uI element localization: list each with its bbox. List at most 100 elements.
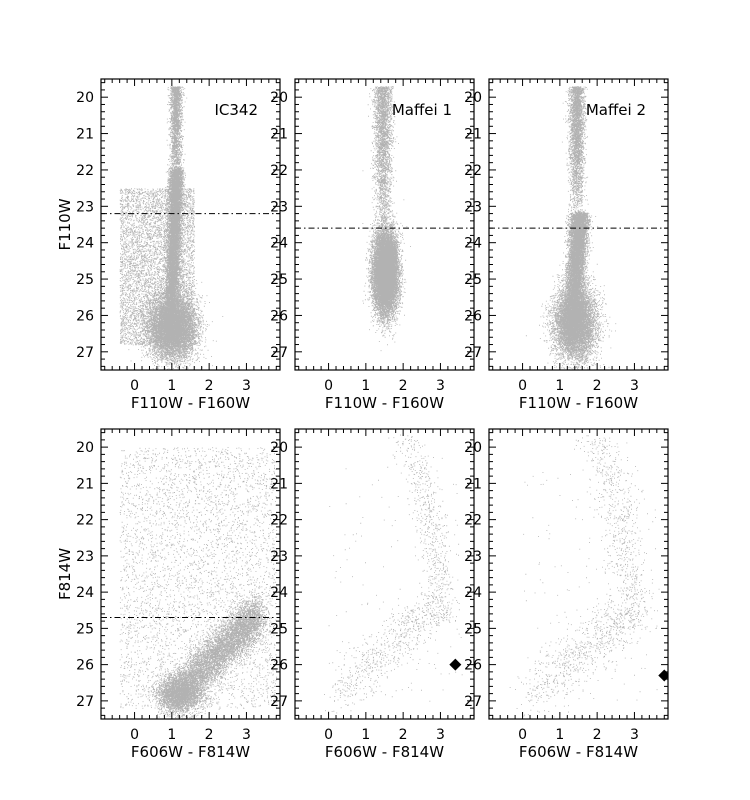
data-point-cloud: [120, 86, 224, 388]
y-tick-label: 26: [270, 308, 288, 324]
y-tick-label: 23: [464, 199, 482, 215]
panel-label: IC342: [214, 101, 258, 119]
ticks: [295, 429, 474, 719]
y-tick-label: 24: [270, 236, 288, 252]
x-tick-label: 3: [242, 727, 251, 743]
y-tick-label: 20: [76, 440, 94, 456]
x-tick-label: 0: [130, 378, 139, 394]
x-tick-label: 1: [167, 378, 176, 394]
y-tick-label: 26: [270, 658, 288, 674]
y-tick-label: 24: [464, 236, 482, 252]
y-tick-label: 25: [76, 621, 94, 637]
y-tick-label: 20: [270, 440, 288, 456]
x-axis-label: F606W - F814W: [519, 743, 638, 761]
x-tick-label: 3: [242, 378, 251, 394]
data-points: [510, 435, 660, 728]
data-points: [362, 86, 411, 351]
y-tick-label: 20: [76, 90, 94, 106]
y-tick-label: 26: [76, 658, 94, 674]
y-tick-label: 27: [270, 345, 288, 361]
y-tick-label: 21: [76, 476, 94, 492]
x-tick-label: 1: [555, 378, 564, 394]
y-tick-label: 24: [270, 585, 288, 601]
y-tick-label: 21: [464, 476, 482, 492]
x-tick-label: 1: [167, 727, 176, 743]
y-tick-label: 26: [464, 658, 482, 674]
x-tick-label: 0: [324, 378, 333, 394]
x-tick-label: 0: [518, 378, 527, 394]
y-tick-label: 22: [76, 163, 94, 179]
data-points: [120, 447, 277, 735]
data-point-cloud: [120, 447, 277, 735]
diamond-marker: [449, 659, 461, 671]
data-points: [324, 435, 463, 723]
x-axis-label: F110W - F160W: [519, 394, 638, 412]
y-tick-label: 27: [76, 694, 94, 710]
y-tick-label: 20: [464, 90, 482, 106]
y-tick-label: 26: [76, 308, 94, 324]
data-points: [526, 86, 616, 390]
x-tick-label: 2: [399, 727, 408, 743]
plot-frame: [295, 429, 474, 719]
x-tick-label: 3: [436, 378, 445, 394]
y-tick-label: 23: [270, 199, 288, 215]
y-tick-label: 21: [464, 127, 482, 143]
y-axis-label: F110W: [56, 198, 74, 250]
y-tick-label: 22: [464, 163, 482, 179]
y-tick-label: 25: [270, 272, 288, 288]
x-tick-label: 3: [630, 727, 639, 743]
y-tick-label: 20: [270, 90, 288, 106]
data-point-cloud: [362, 86, 411, 351]
y-tick-label: 23: [76, 199, 94, 215]
x-tick-label: 0: [324, 727, 333, 743]
y-tick-label: 25: [464, 272, 482, 288]
x-tick-label: 1: [555, 727, 564, 743]
x-axis-label: F606W - F814W: [131, 743, 250, 761]
y-tick-label: 23: [270, 549, 288, 565]
x-axis-label: F606W - F814W: [325, 743, 444, 761]
data-points: [120, 86, 224, 388]
y-tick-label: 22: [270, 163, 288, 179]
data-point-cloud: [526, 86, 616, 390]
x-tick-label: 2: [593, 378, 602, 394]
x-tick-label: 0: [518, 727, 527, 743]
y-tick-label: 23: [76, 549, 94, 565]
y-tick-label: 21: [270, 127, 288, 143]
y-tick-label: 27: [464, 345, 482, 361]
panel-label: Maffei 1: [392, 101, 452, 119]
y-tick-label: 26: [464, 308, 482, 324]
y-tick-label: 20: [464, 440, 482, 456]
y-tick-label: 21: [270, 476, 288, 492]
y-tick-label: 27: [464, 694, 482, 710]
x-tick-label: 1: [361, 378, 370, 394]
y-tick-label: 27: [76, 345, 94, 361]
x-tick-label: 2: [205, 378, 214, 394]
y-tick-label: 24: [76, 236, 94, 252]
y-tick-label: 22: [270, 513, 288, 529]
y-tick-label: 22: [464, 513, 482, 529]
x-tick-label: 2: [593, 727, 602, 743]
x-tick-label: 3: [436, 727, 445, 743]
x-axis-label: F110W - F160W: [131, 394, 250, 412]
data-point-cloud: [510, 435, 660, 728]
y-tick-label: 24: [76, 585, 94, 601]
plot-frame: [489, 429, 668, 719]
data-point-cloud: [324, 435, 463, 723]
panel-label: Maffei 2: [586, 101, 646, 119]
x-tick-label: 2: [399, 378, 408, 394]
y-tick-label: 25: [270, 621, 288, 637]
x-axis-label: F110W - F160W: [325, 394, 444, 412]
y-tick-label: 27: [270, 694, 288, 710]
y-tick-label: 25: [76, 272, 94, 288]
y-tick-label: 21: [76, 127, 94, 143]
x-tick-label: 2: [205, 727, 214, 743]
x-tick-label: 3: [630, 378, 639, 394]
y-tick-label: 23: [464, 549, 482, 565]
